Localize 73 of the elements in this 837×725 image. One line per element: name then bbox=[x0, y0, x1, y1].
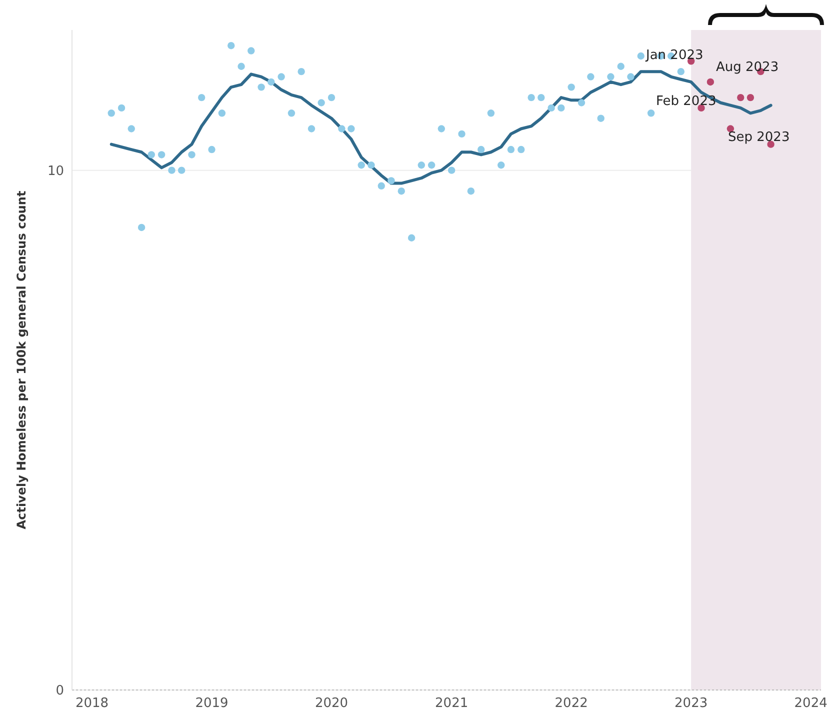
y-tick-label: 10 bbox=[47, 164, 64, 179]
x-tick-label: 2021 bbox=[435, 696, 468, 712]
point bbox=[278, 73, 285, 80]
point bbox=[458, 130, 466, 138]
point bbox=[578, 99, 586, 106]
point bbox=[467, 188, 475, 195]
annotation: Jan 2023 bbox=[646, 48, 704, 63]
point bbox=[507, 146, 515, 154]
point bbox=[498, 162, 505, 169]
point bbox=[597, 114, 604, 122]
point bbox=[438, 125, 446, 132]
point bbox=[138, 224, 146, 232]
point bbox=[478, 146, 485, 154]
annotation: Feb 2023 bbox=[656, 94, 716, 109]
annotation: Sep 2023 bbox=[728, 130, 790, 145]
point bbox=[587, 73, 594, 80]
y-tick-label: 0 bbox=[56, 684, 64, 699]
point bbox=[487, 110, 495, 117]
point bbox=[677, 68, 685, 76]
point bbox=[627, 73, 634, 80]
point bbox=[558, 104, 565, 112]
point bbox=[737, 94, 744, 102]
point bbox=[607, 73, 614, 80]
x-tick-label: 2023 bbox=[674, 696, 708, 712]
point bbox=[308, 125, 316, 132]
point bbox=[238, 62, 245, 70]
point bbox=[538, 94, 545, 102]
point bbox=[268, 78, 275, 86]
point bbox=[208, 146, 216, 154]
point bbox=[148, 151, 155, 158]
point bbox=[398, 188, 405, 195]
x-tick-label: 2019 bbox=[195, 696, 228, 712]
point bbox=[706, 78, 714, 86]
x-tick-label: 2018 bbox=[75, 696, 109, 712]
point bbox=[298, 68, 305, 76]
point bbox=[528, 94, 535, 102]
point bbox=[617, 62, 624, 70]
point bbox=[338, 125, 346, 132]
y-axis-title: Actively Homeless per 100k general Census count bbox=[14, 190, 28, 530]
x-tick-label: 2022 bbox=[554, 696, 588, 712]
point bbox=[288, 110, 296, 117]
x-tick-label: 2024 bbox=[794, 696, 828, 712]
point bbox=[418, 162, 425, 169]
point bbox=[318, 99, 325, 106]
point bbox=[358, 162, 365, 169]
point bbox=[348, 125, 355, 132]
point bbox=[158, 151, 166, 158]
point bbox=[128, 125, 135, 132]
x-tick-label: 2020 bbox=[314, 696, 348, 712]
point bbox=[647, 110, 655, 117]
point bbox=[368, 162, 375, 169]
point bbox=[328, 94, 336, 102]
point bbox=[568, 84, 575, 91]
point bbox=[518, 146, 525, 154]
point bbox=[168, 166, 176, 174]
point bbox=[258, 84, 265, 91]
point bbox=[248, 47, 255, 54]
point bbox=[108, 110, 115, 117]
point bbox=[548, 104, 555, 112]
point bbox=[218, 110, 226, 117]
point bbox=[408, 234, 416, 242]
point bbox=[228, 42, 235, 50]
point bbox=[378, 182, 385, 190]
point bbox=[428, 162, 436, 169]
point bbox=[388, 177, 395, 184]
point bbox=[188, 151, 196, 158]
point bbox=[118, 104, 126, 112]
annotation: Aug 2023 bbox=[716, 60, 779, 75]
point bbox=[637, 52, 644, 60]
point bbox=[178, 166, 186, 174]
point bbox=[746, 94, 754, 102]
point bbox=[448, 166, 456, 174]
point bbox=[198, 94, 206, 102]
